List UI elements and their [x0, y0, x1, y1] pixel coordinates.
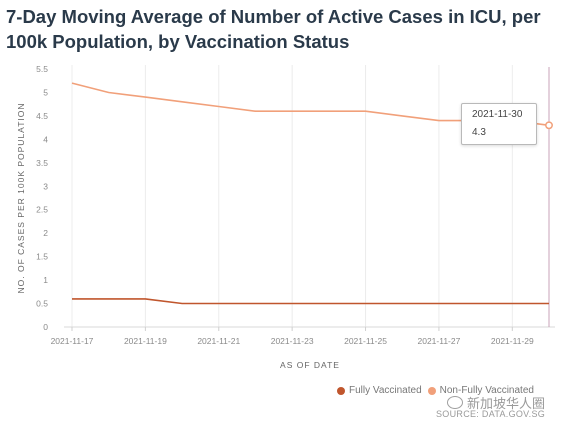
tooltip-value: 4.3	[472, 127, 486, 138]
y-tick-label: 3.5	[36, 158, 48, 168]
y-tick-label: 5.5	[36, 64, 48, 74]
x-tick-label: 2021-11-21	[197, 336, 240, 346]
y-tick-label: 2.5	[36, 205, 48, 215]
watermark: 新加坡华人圈	[447, 393, 545, 412]
y-tick-label: 5	[43, 87, 48, 97]
legend-item-fully-vaccinated[interactable]: Fully Vaccinated	[337, 385, 422, 396]
x-tick-label: 2021-11-27	[417, 336, 460, 346]
chart-legend: Fully Vaccinated Non-Fully Vaccinated	[337, 385, 534, 396]
y-tick-label: 0.5	[36, 299, 48, 309]
chart-tooltip: 2021-11-30 4.3	[461, 103, 537, 145]
y-tick-label: 4.5	[36, 111, 48, 121]
y-tick-label: 3	[43, 181, 48, 191]
y-tick-label: 4	[43, 134, 48, 144]
y-axis-label: NO. OF CASES PER 100K POPULATION	[16, 102, 26, 293]
chart-title: 7-Day Moving Average of Number of Active…	[6, 6, 541, 52]
y-tick-label: 1	[43, 275, 48, 285]
hovered-point-marker[interactable]	[545, 121, 553, 130]
x-tick-label: 2021-11-29	[491, 336, 534, 346]
y-tick-label: 0	[43, 322, 48, 332]
legend-label: Fully Vaccinated	[349, 385, 422, 396]
watermark-text: 新加坡华人圈	[467, 396, 546, 411]
series-line-fully-vaccinated[interactable]	[72, 298, 549, 305]
source-note: SOURCE: DATA.GOV.SG	[436, 409, 546, 419]
legend-dot-icon	[427, 386, 436, 395]
legend-item-non-fully-vaccinated[interactable]: Non-Fully Vaccinated	[427, 385, 534, 396]
wechat-icon	[447, 396, 463, 409]
x-tick-label: 2021-11-17	[51, 336, 94, 346]
legend-label: Non-Fully Vaccinated	[439, 385, 534, 396]
legend-dot-icon	[337, 386, 345, 395]
y-tick-label: 1.5	[36, 252, 48, 262]
y-tick-label: 2	[43, 228, 48, 238]
tooltip-date: 2021-11-30	[472, 109, 523, 120]
x-axis-label: AS OF DATE	[280, 360, 340, 370]
x-tick-label: 2021-11-25	[344, 336, 387, 346]
x-tick-label: 2021-11-23	[271, 336, 314, 346]
x-tick-label: 2021-11-19	[124, 336, 167, 346]
